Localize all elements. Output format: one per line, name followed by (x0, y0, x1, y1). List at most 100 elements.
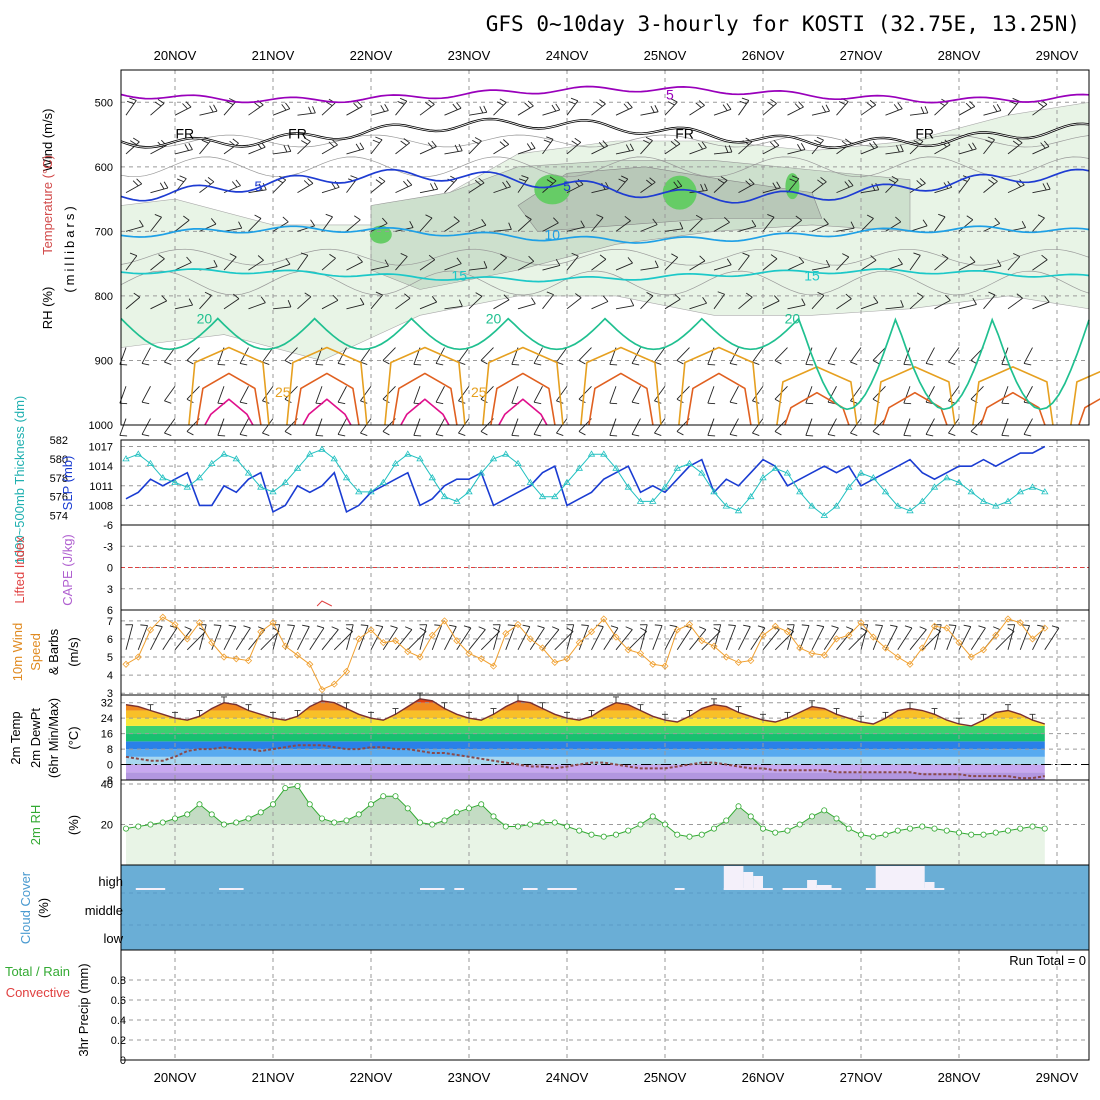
wind-barb-flag (938, 213, 946, 218)
thickness-marker (195, 474, 204, 481)
ylabel-temperature: Temperature (°C) (40, 155, 55, 255)
wind-speed-marker (146, 626, 155, 634)
thickness-marker (1028, 483, 1037, 490)
wind-barb (762, 187, 781, 194)
thickness-marker (489, 455, 498, 462)
rh2m-marker (392, 793, 399, 800)
wind-barb (609, 386, 617, 404)
ylabel-precip-a: Total / Rain (5, 964, 70, 979)
isotherm-line (120, 168, 1090, 204)
slp-thickness-panel: 1008 1011 1014 1017 574 576 578 580 582 (50, 435, 1090, 526)
thickness-marker (146, 459, 155, 467)
ylabel-temp2m-a: 2m Temp (8, 711, 23, 764)
wind-barb-flag (895, 145, 900, 153)
wind-barb-flag (231, 181, 238, 188)
wind-barb (468, 224, 487, 232)
wind-barb-flag (283, 145, 288, 153)
rh2m-marker (870, 833, 877, 840)
wind-barb (435, 386, 445, 403)
wind-barb-flag (503, 294, 510, 301)
wind-barb-flag (232, 138, 239, 144)
thickness-marker (1016, 488, 1025, 495)
wind-barb-flag (456, 102, 462, 109)
wind-barb-flag (724, 145, 729, 153)
wind-barb (1007, 100, 1020, 116)
rh2m-marker (723, 817, 730, 824)
wind-barb-flag (533, 401, 542, 405)
wind-barb (419, 103, 435, 116)
wind-barb-flag (499, 98, 507, 103)
wind-barb (958, 219, 974, 232)
li-tick-label: -3 (103, 541, 113, 553)
wind-barb (542, 294, 554, 310)
temp-band (126, 756, 1045, 765)
wind-tick-label: 6 (107, 634, 113, 646)
wind-barb-flag (1023, 362, 1032, 366)
wind-barb-10m (872, 625, 883, 650)
wind-barb (413, 386, 421, 404)
wind-barb-flag (722, 104, 728, 111)
wind-barb (419, 188, 438, 194)
wind-barb-flag (848, 179, 854, 186)
wind-speed-marker (183, 635, 191, 643)
wind-barb-10m (848, 631, 868, 651)
thickness-marker (551, 492, 559, 500)
wind-barb-flag (577, 178, 584, 185)
wind-barb-flag (316, 625, 325, 629)
wind-barb (248, 218, 262, 232)
wind-barb-10m (382, 627, 398, 651)
wind-barb-flag (748, 178, 755, 185)
date-label-bottom: 28NOV (938, 1070, 981, 1085)
rh2m-marker (269, 801, 276, 808)
wind-barb-flag (1001, 364, 1010, 366)
wind-barb-flag (770, 254, 778, 260)
wind-barb (272, 150, 291, 155)
rh2m-marker (809, 813, 816, 820)
wind-barb-flag (1044, 296, 1050, 303)
rh2m-marker (796, 821, 803, 828)
wind-barb-flag (239, 362, 248, 366)
wind-barb-flag (262, 183, 267, 191)
wind-speed-marker (293, 651, 302, 659)
wind-barb-flag (239, 401, 248, 405)
wind-barb (435, 418, 445, 435)
rh2m-marker (760, 825, 767, 832)
wind-barb-10m (333, 631, 353, 651)
isotherm-label: 5 (254, 178, 262, 194)
wind-barb (591, 103, 606, 116)
wind-barb-flag (699, 255, 706, 262)
wind-barb-flag (207, 177, 215, 183)
rh2m-marker (367, 801, 374, 808)
thickness-marker (649, 497, 657, 504)
rh2m-marker (147, 821, 154, 828)
wind-barb-flag (629, 143, 635, 151)
wind-barb-flag (425, 214, 433, 219)
wind-barb-flag (717, 178, 725, 184)
wind-barb-flag (707, 435, 716, 437)
wind-barb-flag (791, 175, 800, 180)
wind-barb-flag (213, 624, 222, 626)
wind-barb-flag (284, 398, 292, 404)
wind-barb-flag (384, 259, 389, 267)
wind-barb-flag (817, 179, 824, 185)
thickness-marker (808, 502, 816, 509)
wind-barb-flag (381, 217, 388, 224)
rh2m-marker (294, 783, 301, 790)
wind-barb-flag (530, 142, 536, 149)
wind-barb-flag (820, 177, 827, 183)
wind-barb (738, 296, 753, 310)
wind-barb (542, 139, 554, 155)
wind-barb-flag (609, 402, 618, 405)
wind-barb-flag (767, 214, 775, 218)
wind-barb-flag (478, 177, 485, 184)
wind-barb (713, 180, 728, 193)
wind-barb (762, 103, 777, 116)
wind-barb-flag (127, 100, 135, 105)
wind-barb (262, 418, 274, 434)
isotherm-label: 25 (275, 384, 291, 400)
rh2m-marker (245, 815, 252, 822)
wind-barb-flag (1012, 97, 1020, 102)
ylabel-temp2m-c: (6hr Min/Max) (46, 698, 61, 778)
temp-band (126, 741, 1045, 750)
wind-barb-10m (762, 629, 780, 651)
